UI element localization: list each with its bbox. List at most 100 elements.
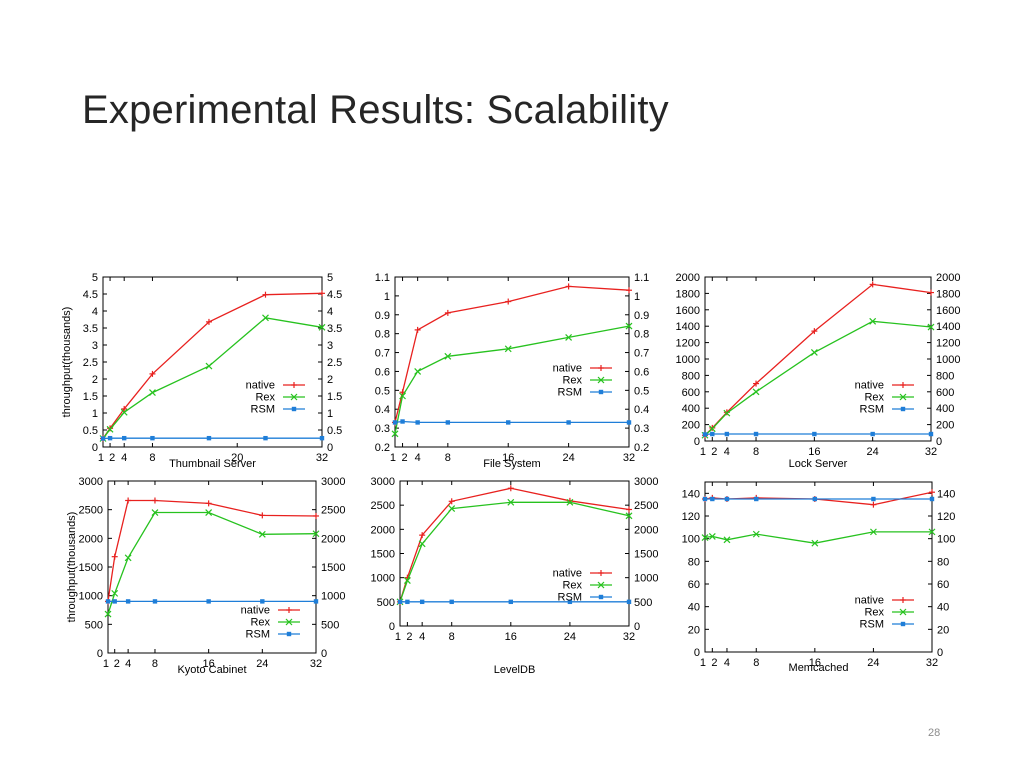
chart-1: 0 0 0.5 0.5 1 1 1.5 1.5 2 2 2.5 2.5 3 3 3.5 3.5 4 4 4.5 4.5…: [61, 272, 342, 470]
data-point: [507, 485, 514, 492]
series-rsm: [105, 599, 319, 604]
data-point: [403, 577, 411, 584]
data-point: [448, 498, 455, 505]
data-point: [112, 599, 117, 604]
legend-label: native: [553, 363, 582, 375]
data-point: [702, 432, 708, 437]
y-tick-label: 4.5: [83, 289, 98, 301]
data-point: [444, 352, 452, 360]
x-tick-label: 20: [231, 452, 243, 464]
x-tick-label: 4: [415, 452, 421, 464]
data-point: [708, 532, 716, 540]
y-tick-label-right: 0.7: [634, 348, 649, 360]
y-tick-label: 0.8: [375, 329, 390, 341]
y-tick-label-right: 500: [634, 597, 652, 609]
series-rsm: [397, 599, 632, 605]
y-tick-label-right: 60: [937, 579, 949, 591]
y-tick-label: 2000: [79, 533, 103, 545]
series-line: [102, 317, 323, 439]
legend-label: native: [855, 380, 884, 392]
data-point: [121, 435, 127, 441]
data-point: [566, 420, 571, 425]
y-tick-label-right: 1800: [936, 288, 960, 300]
y-tick-label-right: 0.6: [634, 366, 649, 378]
data-point: [626, 506, 632, 513]
chart-4: 0 0 500 500 1000 1000 1500 1500 2000 2000 2500 2500…: [66, 476, 345, 676]
y-tick-label: 0: [92, 442, 98, 454]
data-point: [753, 380, 760, 387]
x-tick-label: 4: [419, 631, 425, 643]
y-tick-label: 600: [682, 387, 700, 399]
plot-frame: [704, 481, 933, 653]
y-tick-label: 0.4: [375, 404, 390, 416]
x-tick-label: 1: [390, 452, 396, 464]
legend-marker: [598, 389, 604, 395]
legend-marker: [597, 581, 605, 589]
x-tick-label: 8: [753, 446, 759, 458]
data-point: [415, 420, 420, 425]
y-axis-label: throughput(thousands): [61, 307, 73, 418]
legend-label: RSM: [860, 404, 884, 416]
data-point: [448, 505, 456, 512]
legend-marker: [900, 597, 906, 603]
data-point: [150, 435, 155, 441]
series-line: [399, 501, 630, 603]
data-point: [205, 509, 213, 516]
y-tick-label-right: 20: [937, 624, 949, 636]
data-point: [871, 496, 876, 502]
y-tick-label: 400: [682, 403, 700, 415]
series-native: [100, 290, 325, 442]
y-tick-label: 0.6: [375, 366, 390, 378]
y-tick-label-right: 0: [937, 647, 943, 659]
y-tick-label: 0.5: [375, 385, 390, 397]
y-tick-label: 0.5: [83, 425, 98, 437]
y-tick-label-right: 1500: [321, 562, 345, 574]
data-point: [397, 599, 403, 605]
y-tick-label-right: 0.4: [634, 404, 649, 416]
y-tick-label: 1400: [676, 321, 700, 333]
data-point: [399, 392, 406, 400]
y-tick-label: 2000: [676, 272, 700, 284]
y-tick-label: 60: [688, 579, 700, 591]
data-point: [869, 281, 876, 288]
data-point: [870, 431, 875, 437]
y-tick-label-right: 1: [634, 291, 640, 303]
y-tick-label-right: 120: [937, 511, 955, 523]
data-point: [319, 290, 325, 297]
legend-marker: [900, 621, 906, 627]
y-tick-label-right: 2500: [321, 505, 345, 517]
x-axis-label: File System: [483, 458, 540, 470]
slide-title: Experimental Results: Scalability: [82, 88, 669, 132]
data-point: [205, 362, 213, 370]
x-tick-label: 8: [149, 452, 155, 464]
y-tick-label-right: 800: [936, 370, 954, 382]
data-point: [106, 425, 114, 433]
data-point: [313, 599, 319, 604]
plot-frame: [107, 480, 317, 654]
legend-marker: [900, 406, 906, 412]
legend-marker: [598, 594, 604, 600]
legend-marker: [899, 608, 907, 616]
y-axis-label: throughput(thousands): [66, 512, 78, 623]
legend-label: Rex: [562, 580, 582, 592]
x-tick-label: 16: [502, 452, 514, 464]
x-tick-label: 4: [724, 446, 730, 458]
series-native: [392, 283, 632, 426]
data-point: [263, 435, 268, 441]
x-axis-label: Memcached: [789, 662, 849, 674]
data-point: [752, 388, 760, 396]
data-point: [149, 370, 156, 377]
data-point: [565, 334, 573, 341]
x-tick-label: 24: [867, 446, 879, 458]
legend-marker: [899, 393, 907, 401]
data-point: [723, 409, 731, 417]
data-point: [504, 345, 512, 353]
series-rsm: [100, 435, 325, 441]
data-point: [810, 349, 818, 356]
legend-marker: [291, 382, 297, 388]
legend-marker: [598, 365, 604, 371]
y-tick-label: 1000: [676, 354, 700, 366]
